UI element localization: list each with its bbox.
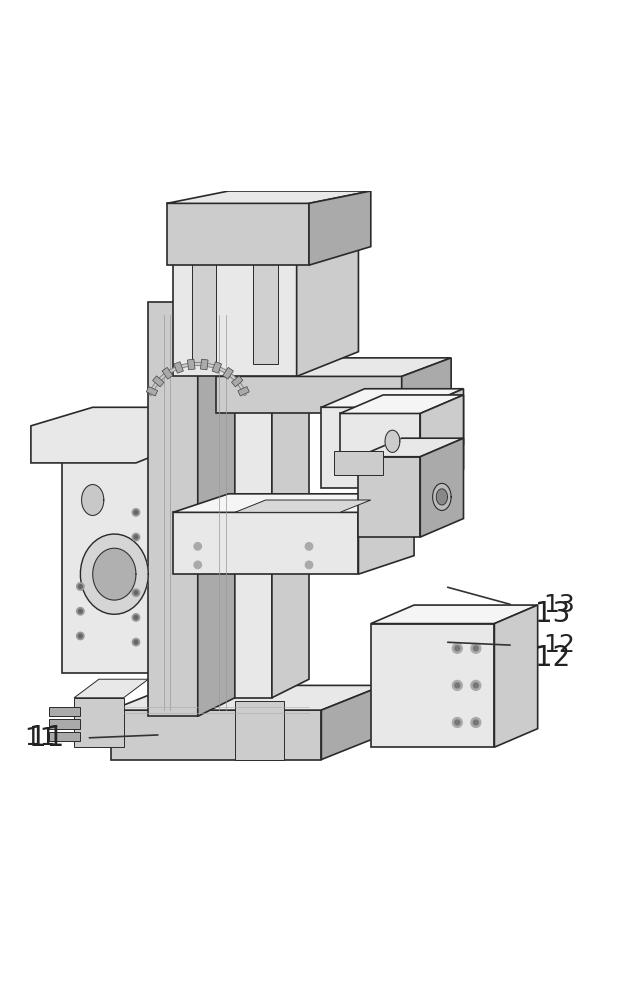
Circle shape [134, 511, 138, 514]
Polygon shape [49, 707, 80, 716]
Polygon shape [216, 358, 451, 376]
Circle shape [455, 646, 460, 651]
Polygon shape [111, 685, 383, 710]
Polygon shape [82, 485, 104, 515]
Polygon shape [49, 732, 80, 741]
Polygon shape [235, 500, 371, 512]
Polygon shape [187, 359, 195, 370]
Polygon shape [167, 191, 371, 203]
Circle shape [471, 718, 481, 727]
Polygon shape [173, 512, 358, 574]
Circle shape [473, 720, 478, 725]
Polygon shape [62, 451, 173, 673]
Text: 13: 13 [535, 600, 571, 628]
Circle shape [452, 643, 462, 653]
Polygon shape [49, 719, 80, 729]
Polygon shape [74, 679, 148, 698]
Polygon shape [238, 387, 249, 396]
Polygon shape [232, 376, 243, 387]
Polygon shape [358, 438, 464, 457]
Polygon shape [358, 494, 414, 574]
Polygon shape [358, 457, 420, 537]
Polygon shape [167, 203, 309, 265]
Polygon shape [385, 430, 400, 452]
Polygon shape [321, 389, 464, 407]
Polygon shape [222, 346, 272, 698]
Text: 13: 13 [543, 593, 575, 617]
Polygon shape [62, 432, 216, 451]
Polygon shape [200, 359, 208, 370]
Text: 11: 11 [24, 726, 56, 750]
Polygon shape [153, 376, 164, 387]
Polygon shape [162, 367, 173, 379]
Text: 12: 12 [543, 633, 575, 657]
Circle shape [455, 720, 460, 725]
Polygon shape [420, 438, 464, 537]
Polygon shape [173, 494, 414, 512]
Polygon shape [433, 483, 451, 510]
Polygon shape [253, 216, 278, 364]
Polygon shape [173, 210, 297, 376]
Polygon shape [420, 389, 464, 488]
Polygon shape [80, 534, 148, 614]
Circle shape [471, 680, 481, 690]
Circle shape [194, 543, 201, 550]
Circle shape [134, 616, 138, 619]
Polygon shape [216, 376, 402, 413]
Circle shape [132, 509, 140, 516]
Polygon shape [340, 395, 464, 413]
Polygon shape [146, 387, 158, 396]
Circle shape [77, 608, 84, 615]
Polygon shape [235, 701, 284, 760]
Circle shape [452, 680, 462, 690]
Polygon shape [173, 432, 216, 673]
Text: 11: 11 [28, 724, 64, 752]
Polygon shape [371, 605, 538, 624]
Text: 12: 12 [535, 644, 571, 672]
Polygon shape [272, 327, 309, 698]
Circle shape [305, 543, 313, 550]
Circle shape [134, 535, 138, 539]
Polygon shape [297, 191, 358, 376]
Polygon shape [420, 395, 464, 463]
Polygon shape [222, 367, 234, 379]
Polygon shape [402, 358, 451, 413]
Polygon shape [321, 407, 420, 488]
Polygon shape [321, 685, 383, 760]
Polygon shape [212, 362, 221, 373]
Circle shape [134, 591, 138, 595]
Polygon shape [93, 548, 136, 600]
Circle shape [132, 533, 140, 541]
Circle shape [78, 634, 82, 638]
Polygon shape [494, 605, 538, 747]
Polygon shape [174, 362, 184, 373]
Polygon shape [334, 451, 383, 475]
Polygon shape [192, 216, 216, 364]
Circle shape [77, 583, 84, 590]
Circle shape [132, 614, 140, 621]
Polygon shape [340, 413, 420, 463]
Circle shape [455, 683, 460, 688]
Polygon shape [198, 284, 235, 716]
Circle shape [473, 683, 478, 688]
Polygon shape [436, 489, 447, 505]
Circle shape [194, 561, 201, 569]
Circle shape [452, 718, 462, 727]
Polygon shape [173, 191, 358, 210]
Polygon shape [31, 407, 198, 463]
Circle shape [471, 643, 481, 653]
Circle shape [78, 585, 82, 588]
Circle shape [305, 561, 313, 569]
Circle shape [134, 640, 138, 644]
Circle shape [132, 589, 140, 596]
Polygon shape [371, 624, 494, 747]
Circle shape [78, 609, 82, 613]
Circle shape [132, 638, 140, 646]
Polygon shape [309, 191, 371, 265]
Polygon shape [148, 302, 198, 716]
Polygon shape [74, 698, 124, 747]
Circle shape [77, 632, 84, 640]
Circle shape [473, 646, 478, 651]
Polygon shape [111, 710, 321, 760]
